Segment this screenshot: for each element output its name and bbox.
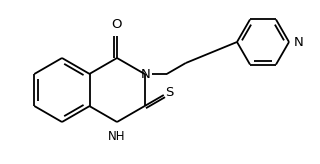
Text: S: S — [165, 85, 173, 99]
Text: O: O — [112, 18, 122, 31]
Text: NH: NH — [108, 130, 126, 143]
Text: N: N — [141, 69, 151, 82]
Text: N: N — [294, 35, 304, 49]
